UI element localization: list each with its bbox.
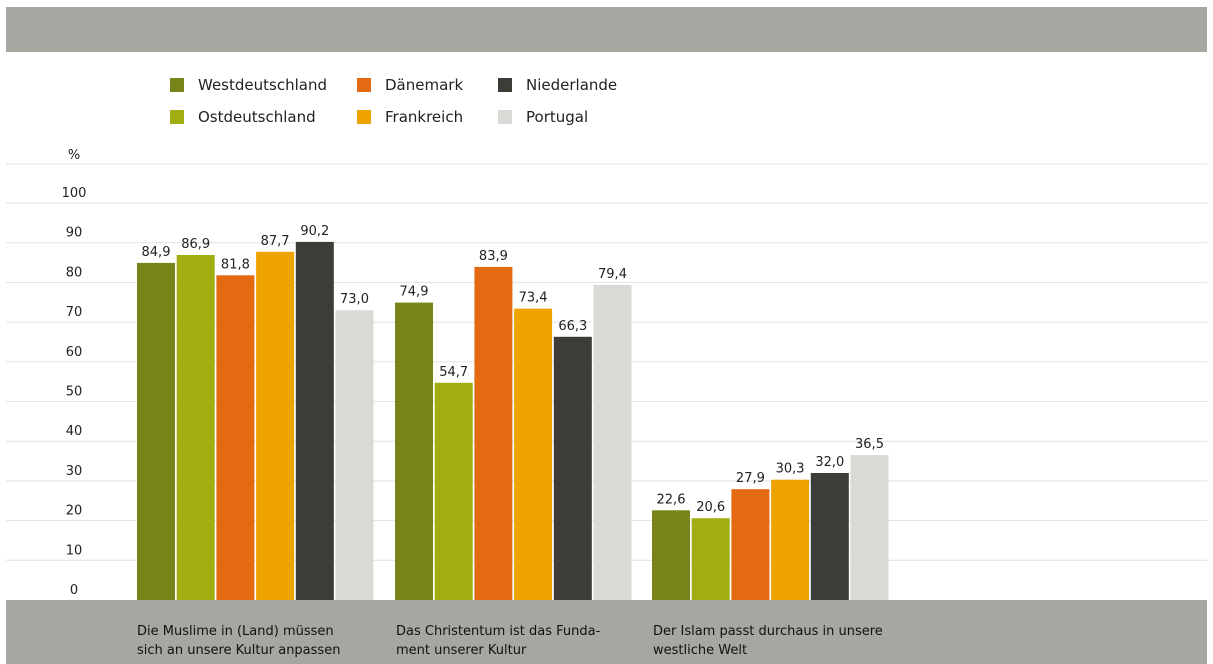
bar-westdeutschland-1	[137, 262, 175, 600]
bar-daenemark-3	[731, 489, 770, 600]
value-label-ostdeutschland-2: 54,7	[439, 365, 468, 380]
value-label-westdeutschland-3: 22,6	[657, 492, 686, 507]
value-label-niederlande-2: 66,3	[558, 319, 587, 334]
value-label-frankreich-3: 30,3	[776, 462, 805, 477]
bar-niederlande-3	[810, 473, 849, 600]
value-label-westdeutschland-2: 74,9	[400, 285, 429, 300]
value-label-westdeutschland-1: 84,9	[142, 245, 171, 260]
bar-westdeutschland-2	[395, 302, 433, 600]
value-labels: 84,9 86,9 81,8 87,7 90,2 73,0 74,9 54,7 83,9 73,4…	[142, 224, 884, 515]
value-label-frankreich-2: 73,4	[519, 291, 548, 306]
value-label-frankreich-1: 87,7	[261, 234, 290, 249]
value-label-daenemark-3: 27,9	[736, 471, 765, 486]
category-label-christentum: Das Christentum ist das Funda- ment unse…	[396, 624, 601, 658]
value-label-niederlande-3: 32,0	[815, 455, 844, 470]
value-label-daenemark-1: 81,8	[221, 257, 250, 272]
bar-portugal-1	[335, 310, 374, 600]
bar-ostdeutschland-3	[691, 518, 730, 600]
value-label-daenemark-2: 83,9	[479, 249, 508, 264]
y-tick-label-20: 20	[66, 504, 83, 519]
y-tick-label-90: 90	[66, 226, 83, 241]
y-tick-label-50: 50	[66, 385, 83, 400]
bar-frankreich-2	[514, 308, 553, 600]
y-tick-label-10: 10	[66, 543, 83, 558]
category-label-islam: Der Islam passt durchaus in unsere westl…	[653, 624, 883, 658]
bars	[137, 241, 889, 601]
bar-ostdeutschland-1	[176, 255, 215, 600]
value-label-niederlande-1: 90,2	[300, 224, 329, 239]
bar-niederlande-1	[295, 241, 334, 600]
bar-frankreich-3	[771, 479, 810, 600]
bar-ostdeutschland-2	[434, 382, 473, 600]
y-tick-label-40: 40	[66, 424, 83, 439]
value-label-ostdeutschland-3: 20,6	[696, 500, 725, 515]
y-tick-label-0: 0	[70, 583, 78, 598]
top-header-band	[6, 7, 1207, 52]
bar-portugal-2	[593, 284, 632, 600]
bar-frankreich-1	[256, 251, 295, 601]
bar-daenemark-1	[216, 275, 255, 600]
y-tick-label-60: 60	[66, 345, 83, 360]
bar-daenemark-2	[474, 266, 513, 600]
value-label-portugal-1: 73,0	[340, 292, 369, 307]
bar-niederlande-2	[553, 336, 592, 600]
y-tick-label-80: 80	[66, 265, 83, 280]
category-label-anpassen: Die Muslime in (Land) müssen sich an uns…	[137, 624, 341, 658]
y-tick-label-30: 30	[66, 464, 83, 479]
value-label-portugal-3: 36,5	[855, 437, 884, 452]
y-axis-unit-label: %	[68, 148, 80, 163]
bar-westdeutschland-3	[652, 510, 690, 600]
y-axis-ticks: 0 10 20 30 40 50 60 70 80 90 100	[62, 186, 87, 598]
bar-portugal-3	[850, 455, 889, 600]
value-label-portugal-2: 79,4	[598, 267, 627, 282]
bottom-category-band	[6, 600, 1207, 664]
value-label-ostdeutschland-1: 86,9	[181, 237, 210, 252]
y-tick-label-100: 100	[62, 186, 87, 201]
y-tick-label-70: 70	[66, 305, 83, 320]
